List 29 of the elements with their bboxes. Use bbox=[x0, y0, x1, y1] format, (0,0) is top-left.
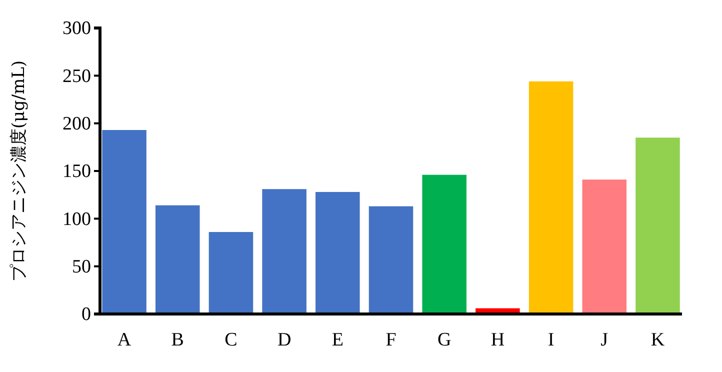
y-tick-label: 150 bbox=[62, 161, 91, 182]
x-tick-label: K bbox=[650, 329, 665, 350]
bar bbox=[636, 138, 680, 314]
bar bbox=[155, 205, 200, 314]
y-tick-label: 300 bbox=[62, 18, 91, 40]
x-tick-label: E bbox=[332, 329, 344, 350]
x-tick-label: I bbox=[548, 329, 554, 350]
bar bbox=[262, 189, 306, 314]
bar bbox=[102, 130, 146, 314]
x-tick-label: A bbox=[117, 329, 132, 350]
x-tick-label: C bbox=[224, 329, 238, 350]
y-tick-label: 100 bbox=[62, 208, 91, 230]
x-tick-label: D bbox=[277, 329, 292, 350]
y-tick-label: 250 bbox=[62, 66, 91, 87]
x-tick-label: F bbox=[386, 329, 396, 350]
bar bbox=[582, 180, 627, 314]
y-tick-label: 200 bbox=[62, 113, 91, 134]
bar bbox=[208, 232, 254, 314]
x-tick-label: H bbox=[490, 329, 505, 350]
x-tick-label: G bbox=[437, 329, 452, 350]
x-tick-label: B bbox=[171, 329, 184, 350]
bar bbox=[422, 174, 466, 314]
bar bbox=[316, 192, 360, 314]
y-axis-title: プロシアニジン濃度(μg/mL) bbox=[9, 60, 29, 282]
x-tick-label: J bbox=[600, 329, 608, 350]
y-tick-label: 0 bbox=[82, 304, 91, 326]
bar bbox=[368, 206, 414, 314]
y-tick-label: 50 bbox=[72, 256, 91, 278]
bar bbox=[528, 81, 574, 314]
